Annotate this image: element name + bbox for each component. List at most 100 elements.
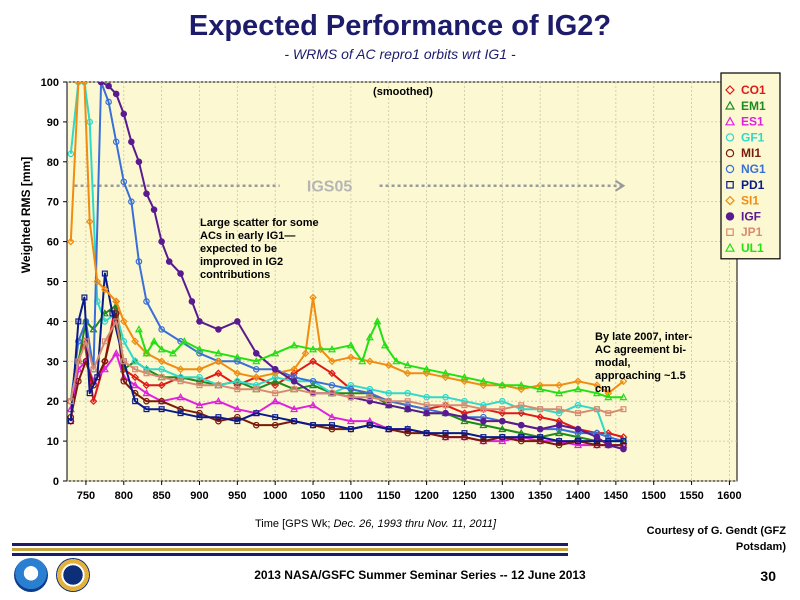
triangle-marker [290,404,299,413]
footer-rule-bottom [12,553,568,556]
square-marker [75,318,82,325]
series-line [69,320,624,415]
filled-circle-marker [271,365,279,373]
square-marker [291,418,298,425]
series-igf [97,82,627,453]
triangle-marker [555,428,564,437]
diamond-marker [67,237,75,246]
triangle-marker [460,416,469,425]
circle-marker [86,118,94,126]
y-tick-label: 50 [47,277,59,289]
square-marker [366,394,373,401]
circle-marker [120,377,128,385]
circle-marker [555,409,563,417]
late-2007-annotation-line: approaching ~1.5 [595,370,686,382]
filled-circle-marker [404,405,411,413]
x-tick-label: 800 [115,490,133,502]
y-tick-label: 70 [47,197,59,209]
diamond-marker [271,369,280,378]
diamond-marker [725,195,735,206]
filled-circle-marker [105,82,112,90]
square-marker [442,402,449,409]
legend-label-jp1: JP1 [741,225,763,239]
series-ul1 [134,317,628,401]
triangle-marker [176,392,185,401]
diamond-marker [101,285,109,294]
diamond-marker [593,381,601,390]
diamond-marker [365,357,374,366]
y-tick-label: 10 [47,436,59,448]
x-tick-label: 1300 [490,490,514,502]
legend-label-si1: SI1 [741,194,759,208]
footer-rule-gold [12,548,568,551]
diamond-marker [112,297,121,306]
square-marker [75,358,82,365]
square-marker [86,390,93,397]
square-marker [620,406,627,413]
circle-marker [90,381,97,389]
x-tick-label: 1200 [414,490,438,502]
square-marker [499,434,506,441]
triangle-marker [271,377,280,385]
circle-marker [404,389,411,397]
scatter-annotation-line: contributions [200,269,270,281]
square-marker [101,270,108,277]
page-number: 30 [760,568,776,584]
square-marker [101,338,108,345]
diamond-marker [157,357,166,366]
triangle-marker [150,337,159,345]
filled-circle-marker [120,110,128,118]
square-marker [328,390,335,397]
triangle-marker [573,384,583,393]
x-axis-label-range: Dec. 26, 1993 thru Nov. 11, 2011] [333,518,497,530]
courtesy-line-1: Courtesy of G. Gendt (GFZ [646,525,786,537]
scatter-annotation-line: improved in IG2 [200,256,283,268]
circle-marker [366,389,374,397]
square-marker [499,406,506,413]
square-marker [480,434,487,441]
circle-marker [725,133,735,142]
filled-circle-marker [97,82,105,86]
filled-circle-marker [499,417,506,425]
legend-label-es1: ES1 [741,115,764,129]
triangle-marker [168,349,178,357]
footer-rule-top [12,543,568,546]
square-marker [385,426,392,433]
circle-marker [234,357,241,365]
triangle-marker [573,432,583,441]
circle-marker [215,417,222,425]
legend-label-gf1: GF1 [741,130,765,144]
triangle-marker [214,349,223,357]
filled-circle-marker [112,90,120,98]
triangle-marker [327,412,336,421]
circle-marker [252,421,260,429]
y-tick-label: 60 [47,237,59,249]
circle-marker [271,373,279,381]
triangle-marker [346,416,355,425]
filled-circle-marker [604,441,612,449]
triangle-marker [180,337,189,345]
filled-circle-marker [442,409,449,417]
triangle-marker [592,388,601,397]
triangle-marker [358,357,367,365]
square-marker [177,410,184,417]
circle-marker [461,433,468,441]
diamond-marker [328,369,336,378]
diamond-marker [725,85,735,95]
series-line [69,272,624,443]
scatter-annotation-line: ACs in early IG1— [200,230,295,242]
square-marker [143,370,150,377]
square-marker [461,430,468,437]
y-tick-label: 90 [47,117,59,129]
footer-text: 2013 NASA/GSFC Summer Seminar Series -- … [254,568,586,582]
series-line [137,320,624,399]
x-tick-label: 1100 [339,490,363,502]
diamond-marker [131,373,139,382]
triangle-marker [309,381,318,389]
x-tick-label: 750 [77,490,95,502]
circle-marker [593,441,601,449]
square-marker [726,228,734,237]
courtesy-note: Courtesy of G. Gendt (GFZ Potsdam) [596,523,786,555]
square-marker [253,410,260,417]
legend-label-pd1: PD1 [741,178,765,192]
